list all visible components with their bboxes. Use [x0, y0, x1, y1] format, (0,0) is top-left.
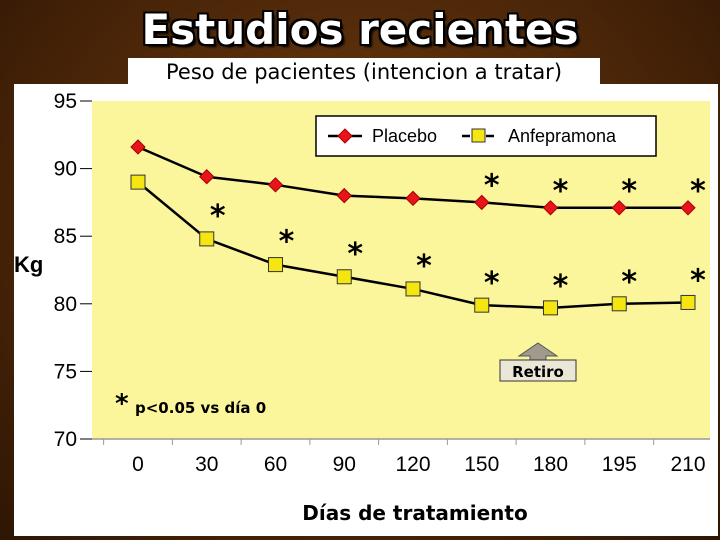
anfepramona-significance-star: *: [210, 199, 226, 234]
legend-anfepramona-marker: [471, 128, 486, 143]
placebo-point: [199, 169, 215, 185]
placebo-point: [611, 200, 627, 216]
placebo-point: [680, 200, 696, 216]
x-tick-label: 150: [464, 453, 499, 476]
anfepramona-point: [543, 300, 558, 316]
anfepramona-point: [336, 269, 352, 285]
slide-title: Estudios recientes: [141, 5, 579, 54]
placebo-point: [336, 187, 352, 204]
placebo-significance-star: *: [484, 168, 500, 203]
anfepramona-significance-star: *: [690, 263, 706, 298]
x-tick-label: 210: [670, 453, 705, 476]
anfepramona-point: [199, 231, 215, 247]
subtitle-background: [128, 58, 600, 84]
anfepramona-significance-star: *: [416, 249, 432, 284]
y-axis-label: Kg: [14, 252, 43, 277]
x-tick-label: 60: [264, 453, 287, 476]
x-tick-label: 180: [533, 453, 568, 476]
slide-subtitle: Peso de pacientes (intencion a tratar): [165, 60, 563, 84]
significance-note: * p<0.05 vs día 0: [115, 389, 266, 419]
x-tick-label: 195: [602, 453, 637, 476]
anfepramona-point: [611, 296, 627, 312]
series: [130, 139, 696, 316]
anfepramona-point: [680, 294, 696, 310]
anfepramona-point: [268, 257, 283, 273]
y-tick-label: 70: [54, 428, 77, 451]
anfepramona-significance-star: *: [279, 225, 295, 260]
anfepramona-point: [405, 281, 421, 297]
x-tick-label: 120: [395, 453, 430, 476]
placebo-point: [474, 194, 490, 211]
significance-note-text: p<0.05 vs día 0: [135, 399, 266, 417]
x-tick-label: 0: [132, 453, 144, 476]
x-tick-label: 30: [195, 453, 218, 476]
anfepramona-significance-star: *: [484, 266, 500, 301]
y-tick-label: 75: [54, 360, 77, 383]
anfepramona-point: [130, 174, 146, 190]
x-tick-label: 90: [333, 453, 356, 476]
x-axis-ticks: 0 30 60 90 120 150 180 195 210: [103, 439, 706, 476]
anfepramona-point: [474, 297, 490, 313]
x-axis-label: Días de tratamiento: [302, 501, 527, 525]
legend: Placebo Anfepramona: [315, 115, 657, 157]
y-tick-label: 80: [54, 293, 77, 316]
legend-placebo-label: Placebo: [372, 126, 437, 146]
retiro-annotation: Retiro: [499, 342, 577, 382]
significance-note-star: *: [115, 389, 129, 419]
placebo-point: [542, 200, 559, 216]
placebo-significance-star: *: [690, 174, 706, 209]
y-axis-ticks: 70 75 80 85 90 95: [54, 90, 92, 451]
anfepramona-significance-star: *: [621, 265, 637, 300]
retiro-label: Retiro: [512, 363, 564, 381]
placebo-significance-star: *: [621, 174, 637, 209]
anfepramona-significance-star: *: [347, 237, 363, 272]
legend-anfepramona-label: Anfepramona: [508, 126, 617, 146]
placebo-point: [267, 177, 284, 193]
placebo-point: [130, 139, 146, 155]
y-tick-label: 85: [54, 225, 77, 248]
y-tick-label: 90: [54, 158, 77, 181]
anfepramona-significance-star: *: [553, 269, 569, 304]
retiro-box: [499, 359, 577, 382]
legend-placebo-marker: [337, 128, 353, 144]
placebo-significance-star: *: [553, 174, 569, 209]
significance-stars: * * * * * * * * * * * *: [210, 168, 706, 303]
y-tick-label: 95: [54, 90, 77, 113]
placebo-point: [405, 190, 421, 207]
plot-area: [92, 101, 710, 439]
